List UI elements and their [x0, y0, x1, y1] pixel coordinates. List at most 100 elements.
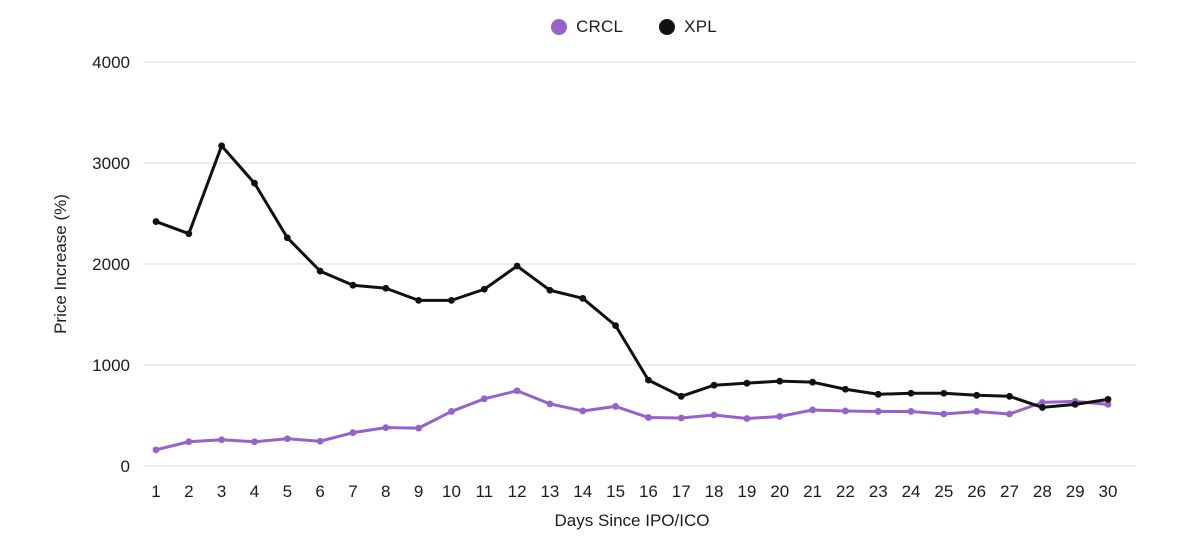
y-axis-tick-label: 1000: [92, 356, 130, 375]
crcl-data-point: [1006, 410, 1013, 418]
crcl-data-point: [907, 408, 915, 415]
y-axis-title: Price Increase (%): [51, 194, 70, 334]
x-axis-tick-label: 16: [639, 482, 658, 501]
xpl-data-point: [480, 285, 488, 293]
crcl-data-point: [809, 406, 816, 414]
x-axis-tick-label: 5: [283, 482, 292, 501]
xpl-data-point: [776, 377, 784, 385]
x-axis-tick-label: 10: [442, 482, 461, 501]
x-axis-tick-label: 3: [217, 482, 226, 501]
xpl-data-point: [1006, 392, 1013, 400]
crcl-data-point: [415, 424, 423, 432]
x-axis-tick-label: 1: [151, 482, 160, 501]
y-axis-tick-label: 2000: [92, 255, 130, 274]
xpl-data-point: [152, 218, 160, 225]
crcl-data-point: [776, 413, 784, 420]
x-axis-tick-label: 13: [540, 482, 559, 501]
crcl-data-point: [546, 400, 554, 408]
xpl-data-point: [316, 267, 324, 275]
crcl-data-point: [1104, 400, 1112, 408]
x-axis-tick-label: 23: [869, 482, 888, 501]
crcl-data-point: [349, 429, 357, 437]
crcl-data-point: [1038, 398, 1046, 406]
xpl-data-point: [513, 262, 521, 270]
xpl-data-point: [809, 378, 816, 386]
x-axis-tick-label: 18: [705, 482, 724, 501]
crcl-data-point: [480, 395, 488, 403]
x-axis-tick-label: 29: [1066, 482, 1085, 501]
crcl-data-point: [612, 403, 619, 410]
xpl-data-point: [218, 142, 226, 150]
crcl-data-point: [874, 408, 882, 415]
y-axis-tick-label: 0: [121, 457, 130, 476]
crcl-data-point: [185, 438, 193, 446]
x-axis-tick-label: 22: [836, 482, 855, 501]
crcl-data-point: [710, 411, 718, 419]
x-axis-tick-label: 25: [934, 482, 953, 501]
y-axis-tick-label: 4000: [92, 53, 130, 72]
crcl-data-point: [382, 424, 390, 432]
x-axis-tick-label: 30: [1099, 482, 1118, 501]
xpl-data-point: [743, 379, 751, 387]
crcl-data-point: [973, 408, 981, 415]
x-axis-tick-label: 17: [672, 482, 691, 501]
crcl-data-point: [283, 435, 291, 443]
xpl-data-point: [382, 284, 390, 292]
xpl-data-point: [973, 391, 981, 399]
crcl-data-point: [743, 415, 751, 422]
x-axis-tick-label: 2: [184, 482, 193, 501]
x-axis-tick-label: 14: [573, 482, 592, 501]
x-axis-tick-label: 15: [606, 482, 625, 501]
x-axis-tick-label: 7: [348, 482, 357, 501]
xpl-data-point: [349, 281, 357, 289]
crcl-data-point: [841, 407, 849, 415]
y-axis-tick-label: 3000: [92, 154, 130, 173]
xpl-data-point: [1104, 395, 1112, 403]
x-axis-tick-label: 12: [508, 482, 527, 501]
crcl-data-point: [218, 436, 226, 444]
crcl-data-point: [152, 446, 160, 454]
x-axis-tick-label: 8: [381, 482, 390, 501]
xpl-data-point: [874, 390, 882, 398]
crcl-data-point: [448, 408, 455, 415]
crcl-data-point: [940, 410, 948, 418]
xpl-data-point: [677, 392, 685, 400]
xpl-data-point: [546, 286, 554, 294]
xpl-data-point: [579, 294, 587, 302]
x-axis-tick-label: 4: [250, 482, 259, 501]
xpl-data-point: [1038, 404, 1046, 411]
x-axis-tick-label: 21: [803, 482, 822, 501]
xpl-data-point: [185, 230, 193, 238]
crcl-data-point: [677, 414, 685, 422]
x-axis-tick-label: 19: [737, 482, 756, 501]
x-axis-title: Days Since IPO/ICO: [555, 511, 710, 530]
x-axis-tick-label: 20: [770, 482, 789, 501]
crcl-data-point: [513, 387, 521, 395]
x-axis-tick-label: 28: [1033, 482, 1052, 501]
xpl-data-point: [612, 322, 619, 330]
xpl-line: [154, 144, 1110, 409]
xpl-data-point: [251, 179, 258, 187]
x-axis-tick-label: 24: [902, 482, 921, 501]
xpl-data-point: [415, 296, 423, 304]
x-axis-tick-label: 27: [1000, 482, 1019, 501]
xpl-data-point: [448, 296, 455, 304]
x-axis-tick-label: 6: [315, 482, 324, 501]
crcl-data-point: [316, 437, 324, 445]
x-axis-tick-label: 11: [475, 482, 493, 501]
crcl-line: [154, 389, 1110, 452]
xpl-data-point: [940, 389, 948, 397]
xpl-data-point: [1071, 400, 1079, 408]
xpl-data-point: [645, 376, 652, 384]
xpl-data-point: [283, 234, 291, 242]
xpl-data-point: [710, 381, 718, 389]
crcl-data-point: [251, 438, 258, 446]
x-axis-tick-label: 26: [967, 482, 986, 501]
xpl-data-point: [907, 389, 915, 397]
crcl-data-point: [645, 414, 652, 421]
crcl-data-point: [579, 407, 587, 415]
xpl-data-point: [841, 385, 849, 393]
x-axis-tick-label: 9: [414, 482, 423, 501]
